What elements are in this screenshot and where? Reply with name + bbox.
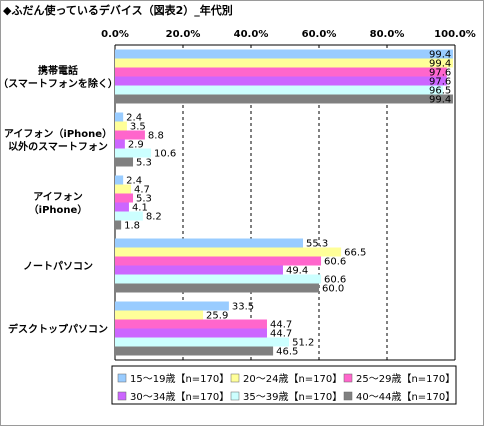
data-label: 99.4 bbox=[429, 95, 451, 106]
data-label: 2.9 bbox=[128, 140, 144, 151]
data-label: 99.4 bbox=[429, 50, 451, 61]
category-label: 携帯電話 bbox=[38, 64, 78, 77]
data-label: 51.2 bbox=[292, 338, 314, 349]
legend-swatch bbox=[117, 373, 127, 383]
data-label: 60.0 bbox=[322, 284, 344, 295]
bar bbox=[115, 85, 444, 95]
bar bbox=[115, 202, 129, 212]
category-label: ノートパソコン bbox=[23, 261, 93, 273]
legend-label: 15～19歳【n=170】 bbox=[130, 373, 229, 385]
data-label: 44.7 bbox=[270, 329, 292, 340]
bar bbox=[115, 94, 453, 104]
data-label: 60.6 bbox=[324, 257, 346, 268]
category-label: （iPhone） bbox=[29, 203, 88, 216]
data-label: 96.5 bbox=[429, 86, 451, 97]
bar bbox=[115, 346, 274, 356]
data-label: 97.6 bbox=[429, 77, 451, 88]
data-label: 46.5 bbox=[276, 347, 298, 358]
bar bbox=[115, 220, 122, 230]
data-label: 60.6 bbox=[324, 275, 346, 286]
bar bbox=[115, 139, 125, 149]
data-label: 1.8 bbox=[124, 221, 140, 232]
bar bbox=[115, 58, 453, 68]
bar bbox=[115, 148, 152, 158]
bar bbox=[115, 112, 124, 122]
data-label: 5.3 bbox=[136, 158, 152, 169]
bar bbox=[115, 310, 204, 320]
legend-swatch bbox=[230, 391, 240, 401]
data-label: 25.9 bbox=[206, 311, 228, 322]
bar bbox=[115, 256, 322, 266]
legend-label: 20～24歳【n=170】 bbox=[243, 373, 342, 385]
data-label: 4.7 bbox=[134, 185, 150, 196]
bar bbox=[115, 193, 134, 203]
legend-swatch bbox=[230, 373, 240, 383]
bar bbox=[115, 328, 267, 338]
legend-swatch bbox=[343, 391, 353, 401]
bar bbox=[115, 76, 447, 86]
bar bbox=[115, 157, 134, 167]
bar bbox=[115, 247, 342, 257]
bar bbox=[115, 130, 145, 140]
data-label: 55.3 bbox=[306, 239, 328, 250]
legend-label: 35～39歳【n=170】 bbox=[243, 391, 342, 403]
category-label: アイフォン bbox=[33, 191, 83, 203]
data-label: 97.6 bbox=[429, 68, 451, 79]
x-tick-label: 0.0% bbox=[101, 29, 129, 40]
category-label: アイフォン（iPhone） bbox=[4, 127, 112, 140]
legend-label: 25～29歳【n=170】 bbox=[356, 373, 455, 385]
bar bbox=[115, 211, 143, 221]
data-label: 3.5 bbox=[130, 122, 146, 133]
category-label: デスクトップパソコン bbox=[8, 323, 108, 336]
bar bbox=[115, 175, 124, 185]
bar bbox=[115, 67, 447, 77]
bar bbox=[115, 238, 304, 248]
x-tick-label: 100.0% bbox=[434, 29, 476, 40]
legend-swatch bbox=[343, 373, 353, 383]
data-label: 44.7 bbox=[270, 320, 292, 331]
category-label: （スマートフォンを除く） bbox=[0, 77, 118, 90]
bar bbox=[115, 319, 267, 329]
data-label: 2.4 bbox=[126, 176, 142, 187]
x-tick-label: 60.0% bbox=[302, 29, 337, 40]
data-label: 66.5 bbox=[344, 248, 366, 259]
legend-label: 40～44歳【n=170】 bbox=[356, 391, 455, 403]
data-label: 99.4 bbox=[429, 59, 451, 70]
x-tick-label: 20.0% bbox=[166, 29, 201, 40]
bar bbox=[115, 265, 283, 275]
data-label: 33.5 bbox=[232, 302, 254, 313]
data-label: 4.1 bbox=[132, 203, 148, 214]
bar bbox=[115, 49, 453, 59]
bar bbox=[115, 337, 290, 347]
x-tick-label: 80.0% bbox=[370, 29, 405, 40]
chart-title: ◆ふだん使っているデバイス（図表2）_年代別 bbox=[3, 4, 233, 17]
data-label: 8.8 bbox=[148, 131, 164, 142]
x-tick-label: 40.0% bbox=[234, 29, 269, 40]
data-label: 2.4 bbox=[126, 113, 142, 124]
bar bbox=[115, 283, 319, 293]
data-label: 5.3 bbox=[136, 194, 152, 205]
bar bbox=[115, 184, 131, 194]
data-label: 10.6 bbox=[154, 149, 176, 160]
legend-swatch bbox=[117, 391, 127, 401]
bar bbox=[115, 274, 322, 284]
bar bbox=[115, 121, 127, 131]
category-label: 以外のスマートフォン bbox=[8, 140, 108, 153]
legend-label: 30～34歳【n=170】 bbox=[130, 391, 229, 403]
data-label: 8.2 bbox=[146, 212, 162, 223]
bar bbox=[115, 301, 229, 311]
data-label: 49.4 bbox=[286, 266, 308, 277]
legend-box bbox=[111, 365, 457, 405]
